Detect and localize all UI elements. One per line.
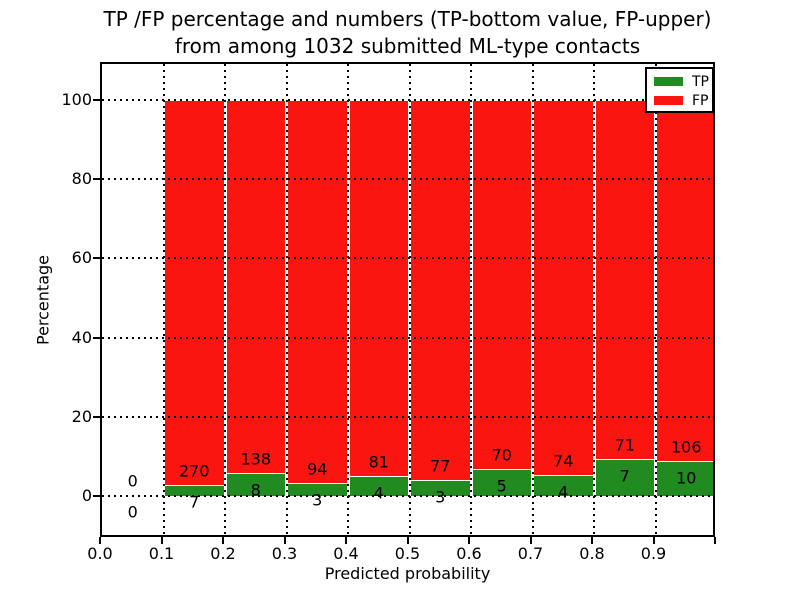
x-tick-mark <box>652 537 655 544</box>
tp-bar-segment <box>288 483 347 496</box>
fp-bar-segment <box>349 100 408 478</box>
gridline-vertical <box>285 64 288 535</box>
tp-bar-segment <box>657 461 713 496</box>
gridline-vertical <box>654 64 657 535</box>
fp-count-label: 71 <box>614 435 635 455</box>
x-tick-label: 0.1 <box>148 544 175 563</box>
x-tick-mark <box>222 537 224 544</box>
y-tick-mark <box>93 495 100 497</box>
x-tick-mark <box>99 537 101 544</box>
fp-bar-segment <box>411 100 470 482</box>
tp-count-label: 4 <box>558 482 569 502</box>
x-tick-label: 0.9 <box>640 544 667 563</box>
x-tick-mark <box>714 537 716 544</box>
y-tick-label: 20 <box>71 406 92 426</box>
gridline-horizontal <box>102 336 713 339</box>
legend-swatch-fp <box>654 96 683 105</box>
tp-bar-segment <box>349 477 408 496</box>
x-tick-label: 0.2 <box>210 544 236 563</box>
fp-count-label: 106 <box>670 437 702 457</box>
gridline-horizontal <box>102 257 713 260</box>
tp-count-label: 7 <box>619 466 630 486</box>
tp-count-label: 0 <box>127 502 138 522</box>
x-tick-label: 0.5 <box>394 544 421 563</box>
x-tick-mark <box>406 537 409 544</box>
gridline-horizontal <box>102 415 713 418</box>
fp-bar-segment <box>226 100 285 475</box>
gridline-vertical <box>408 64 411 535</box>
tp-bar-segment <box>595 460 654 496</box>
y-tick-label: 40 <box>71 327 92 347</box>
legend-label-tp: TP <box>692 73 709 90</box>
y-tick-mark <box>93 178 100 181</box>
legend-label-fp: FP <box>692 92 709 109</box>
fp-count-label: 138 <box>240 449 272 469</box>
fp-count-label: 81 <box>368 452 389 472</box>
gridline-vertical <box>224 64 226 535</box>
fp-bar-segment <box>288 100 347 484</box>
x-tick-mark <box>160 537 163 544</box>
fp-count-label: 270 <box>178 461 210 481</box>
tp-count-label: 7 <box>189 492 200 512</box>
x-tick-label: 0.7 <box>517 544 544 563</box>
gridline-vertical <box>347 64 349 535</box>
fp-count-label: 70 <box>491 445 512 465</box>
y-tick-mark <box>93 415 100 418</box>
chart-title: TP /FP percentage and numbers (TP-bottom… <box>100 6 715 60</box>
gridline-vertical <box>593 64 595 535</box>
y-tick-label: 100 <box>61 90 92 109</box>
chart-title-line2: from among 1032 submitted ML-type contac… <box>174 34 641 58</box>
x-tick-label: 0.6 <box>456 544 482 563</box>
x-tick-label: 0.0 <box>87 544 113 563</box>
y-tick-mark <box>93 99 100 101</box>
gridline-horizontal <box>102 495 713 497</box>
x-tick-mark <box>345 537 347 544</box>
fp-bar-segment <box>472 100 531 470</box>
tp-count-label: 3 <box>312 490 323 510</box>
fp-bar-segment <box>595 100 654 461</box>
gridline-horizontal <box>102 178 713 181</box>
tp-bar-segment <box>165 485 224 496</box>
fp-bar-segment <box>534 100 593 476</box>
gridline-vertical <box>162 64 165 535</box>
tp-count-label: 4 <box>373 483 384 503</box>
fp-count-label: 94 <box>307 459 328 479</box>
tp-bar-segment <box>226 474 285 496</box>
x-tick-mark <box>468 537 470 544</box>
y-tick-mark <box>93 257 100 260</box>
y-tick-label: 60 <box>71 248 92 268</box>
legend-swatch-tp <box>654 77 683 86</box>
fp-count-label: 0 <box>127 471 138 491</box>
tp-bar-segment <box>534 475 593 496</box>
y-tick-mark <box>93 336 100 339</box>
legend-item-tp: TP <box>654 72 712 91</box>
x-tick-label: 0.4 <box>333 544 359 563</box>
gridline-vertical <box>531 64 534 535</box>
plot-area: 0 0 270 7 138 8 94 3 81 4 77 3 70 5 74 4 71 7 106 10 <box>100 62 715 537</box>
fp-bar-segment <box>657 100 713 462</box>
gridline-horizontal <box>102 99 713 101</box>
chart-title-line1: TP /FP percentage and numbers (TP-bottom… <box>103 7 712 31</box>
fp-count-label: 77 <box>430 456 451 476</box>
tp-count-label: 5 <box>496 476 507 496</box>
y-tick-label: 0 <box>81 486 92 505</box>
tp-count-label: 10 <box>676 468 697 488</box>
fp-bar-segment <box>165 100 224 486</box>
tp-count-label: 3 <box>435 487 446 507</box>
gridline-vertical <box>470 64 472 535</box>
tp-count-label: 8 <box>250 480 261 500</box>
legend: TP FP <box>645 67 714 113</box>
x-axis-label: Predicted probability <box>324 564 491 583</box>
x-tick-mark <box>529 537 532 544</box>
y-tick-label: 80 <box>71 169 92 189</box>
tp-bar-segment <box>472 469 531 496</box>
x-tick-mark <box>591 537 593 544</box>
x-tick-label: 0.3 <box>271 544 298 563</box>
legend-item-fp: FP <box>654 91 712 110</box>
x-tick-label: 0.8 <box>579 544 605 563</box>
tp-bar-segment <box>411 481 470 496</box>
fp-count-label: 74 <box>553 451 574 471</box>
x-tick-mark <box>283 537 286 544</box>
